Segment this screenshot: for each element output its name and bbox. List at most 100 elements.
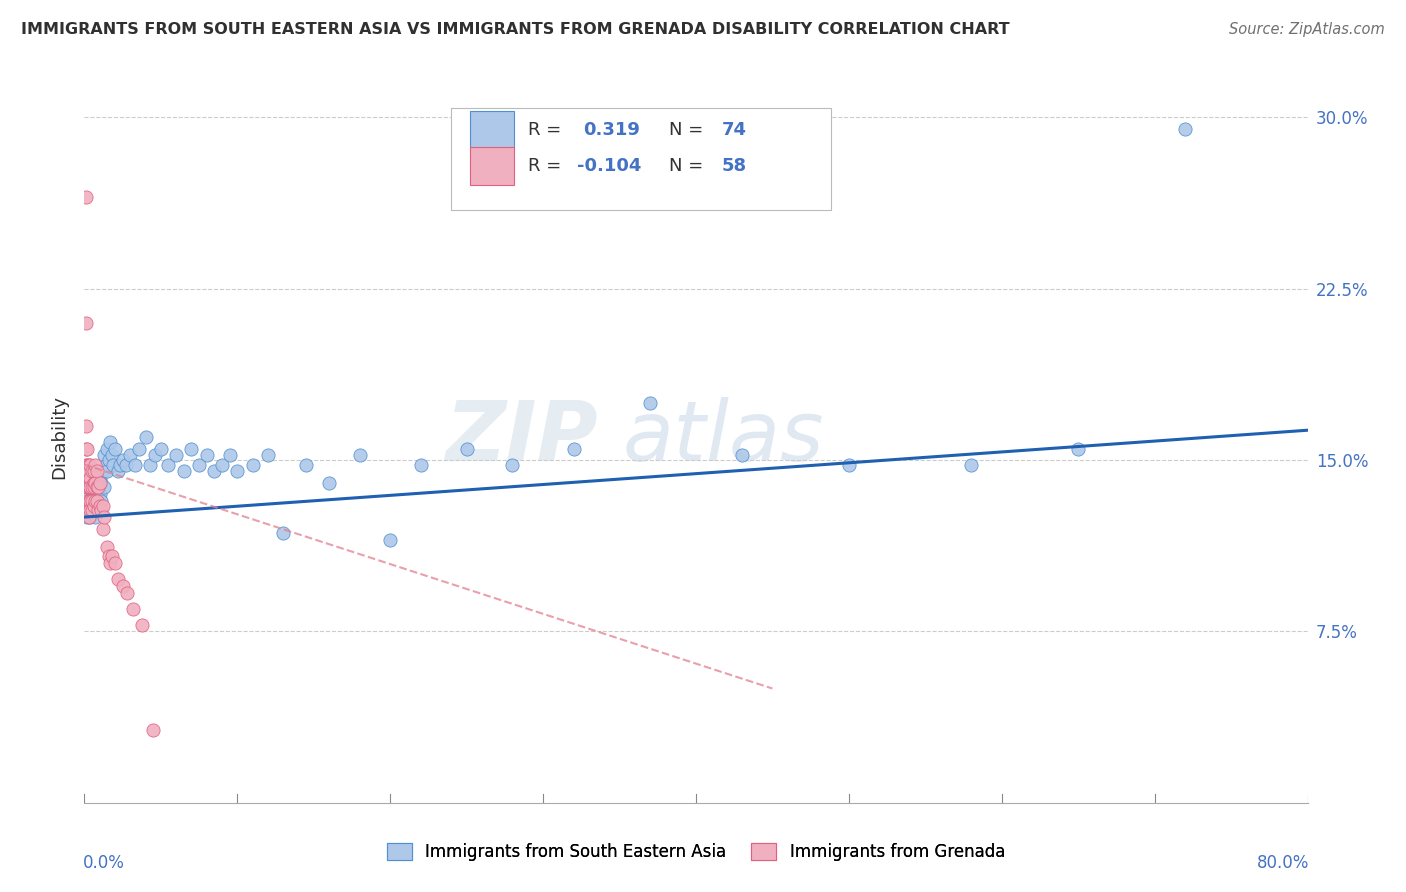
Point bbox=[139, 458, 162, 472]
Point bbox=[93, 449, 115, 463]
Point bbox=[96, 464, 118, 478]
Point bbox=[98, 556, 121, 570]
Point bbox=[257, 449, 280, 463]
Point bbox=[98, 434, 121, 449]
Y-axis label: Disability: Disability bbox=[51, 395, 69, 479]
Point bbox=[96, 442, 118, 456]
Point bbox=[96, 540, 118, 554]
Point bbox=[84, 510, 107, 524]
Point bbox=[76, 480, 98, 494]
Point bbox=[271, 526, 294, 541]
Point bbox=[76, 494, 98, 508]
Point bbox=[188, 458, 211, 472]
Point bbox=[77, 471, 100, 485]
Point bbox=[124, 458, 146, 472]
Point bbox=[75, 316, 97, 330]
Point bbox=[89, 503, 111, 517]
FancyBboxPatch shape bbox=[470, 111, 513, 149]
Text: Source: ZipAtlas.com: Source: ZipAtlas.com bbox=[1229, 22, 1385, 37]
Point bbox=[77, 475, 100, 490]
Point bbox=[76, 464, 98, 478]
Point bbox=[108, 458, 131, 472]
Point bbox=[75, 499, 97, 513]
Point bbox=[101, 449, 124, 463]
Point bbox=[97, 453, 120, 467]
Point bbox=[75, 190, 97, 204]
Point bbox=[103, 458, 125, 472]
Point bbox=[86, 480, 108, 494]
Point bbox=[86, 464, 108, 478]
Point bbox=[84, 480, 107, 494]
Point bbox=[111, 579, 134, 593]
Point bbox=[80, 499, 103, 513]
Point bbox=[83, 480, 105, 494]
Point bbox=[83, 464, 105, 478]
Point bbox=[86, 494, 108, 508]
Point bbox=[75, 418, 97, 433]
Point bbox=[80, 480, 103, 494]
Text: atlas: atlas bbox=[623, 397, 824, 477]
Point bbox=[149, 442, 172, 456]
Text: 74: 74 bbox=[721, 121, 747, 139]
Point bbox=[77, 503, 100, 517]
Point bbox=[77, 503, 100, 517]
Point bbox=[77, 458, 100, 472]
Point bbox=[242, 458, 264, 472]
Point bbox=[87, 487, 110, 501]
Point bbox=[638, 396, 661, 410]
Point bbox=[76, 510, 98, 524]
Point bbox=[731, 449, 754, 463]
Point bbox=[128, 442, 150, 456]
Point bbox=[91, 521, 114, 535]
Point bbox=[76, 471, 98, 485]
Point bbox=[218, 449, 240, 463]
Point bbox=[75, 442, 97, 456]
Point bbox=[79, 480, 101, 494]
Legend: Immigrants from South Eastern Asia, Immigrants from Grenada: Immigrants from South Eastern Asia, Immi… bbox=[380, 836, 1012, 868]
Point bbox=[79, 510, 101, 524]
Point bbox=[211, 458, 233, 472]
Point bbox=[80, 503, 103, 517]
Point bbox=[409, 458, 432, 472]
Point bbox=[76, 480, 98, 494]
Point bbox=[89, 499, 111, 513]
Point bbox=[89, 475, 111, 490]
Point bbox=[107, 572, 129, 586]
Point bbox=[79, 480, 101, 494]
Point bbox=[84, 494, 107, 508]
Point bbox=[79, 494, 101, 508]
Point bbox=[77, 494, 100, 508]
Point bbox=[562, 442, 585, 456]
Point bbox=[87, 480, 110, 494]
Point bbox=[76, 458, 98, 472]
Point bbox=[77, 510, 100, 524]
Point bbox=[195, 449, 218, 463]
Text: 58: 58 bbox=[721, 158, 747, 176]
Text: ZIP: ZIP bbox=[446, 397, 598, 477]
Text: 0.319: 0.319 bbox=[583, 121, 640, 139]
Point bbox=[75, 458, 97, 472]
Point bbox=[87, 503, 110, 517]
Text: 80.0%: 80.0% bbox=[1257, 854, 1309, 872]
Point bbox=[173, 464, 195, 478]
Point bbox=[142, 723, 165, 737]
Point bbox=[76, 503, 98, 517]
Point bbox=[295, 458, 318, 472]
Point bbox=[80, 485, 103, 500]
Point bbox=[84, 475, 107, 490]
Point bbox=[318, 475, 340, 490]
Point bbox=[79, 471, 101, 485]
Point bbox=[960, 458, 983, 472]
Point bbox=[86, 499, 108, 513]
Point bbox=[456, 442, 478, 456]
Point bbox=[91, 499, 114, 513]
Point bbox=[83, 499, 105, 513]
Point bbox=[380, 533, 402, 547]
Point bbox=[90, 503, 112, 517]
Point bbox=[131, 617, 153, 632]
Point bbox=[157, 458, 180, 472]
Point bbox=[349, 449, 371, 463]
Point bbox=[90, 475, 112, 490]
Point bbox=[120, 449, 142, 463]
Point bbox=[87, 503, 110, 517]
